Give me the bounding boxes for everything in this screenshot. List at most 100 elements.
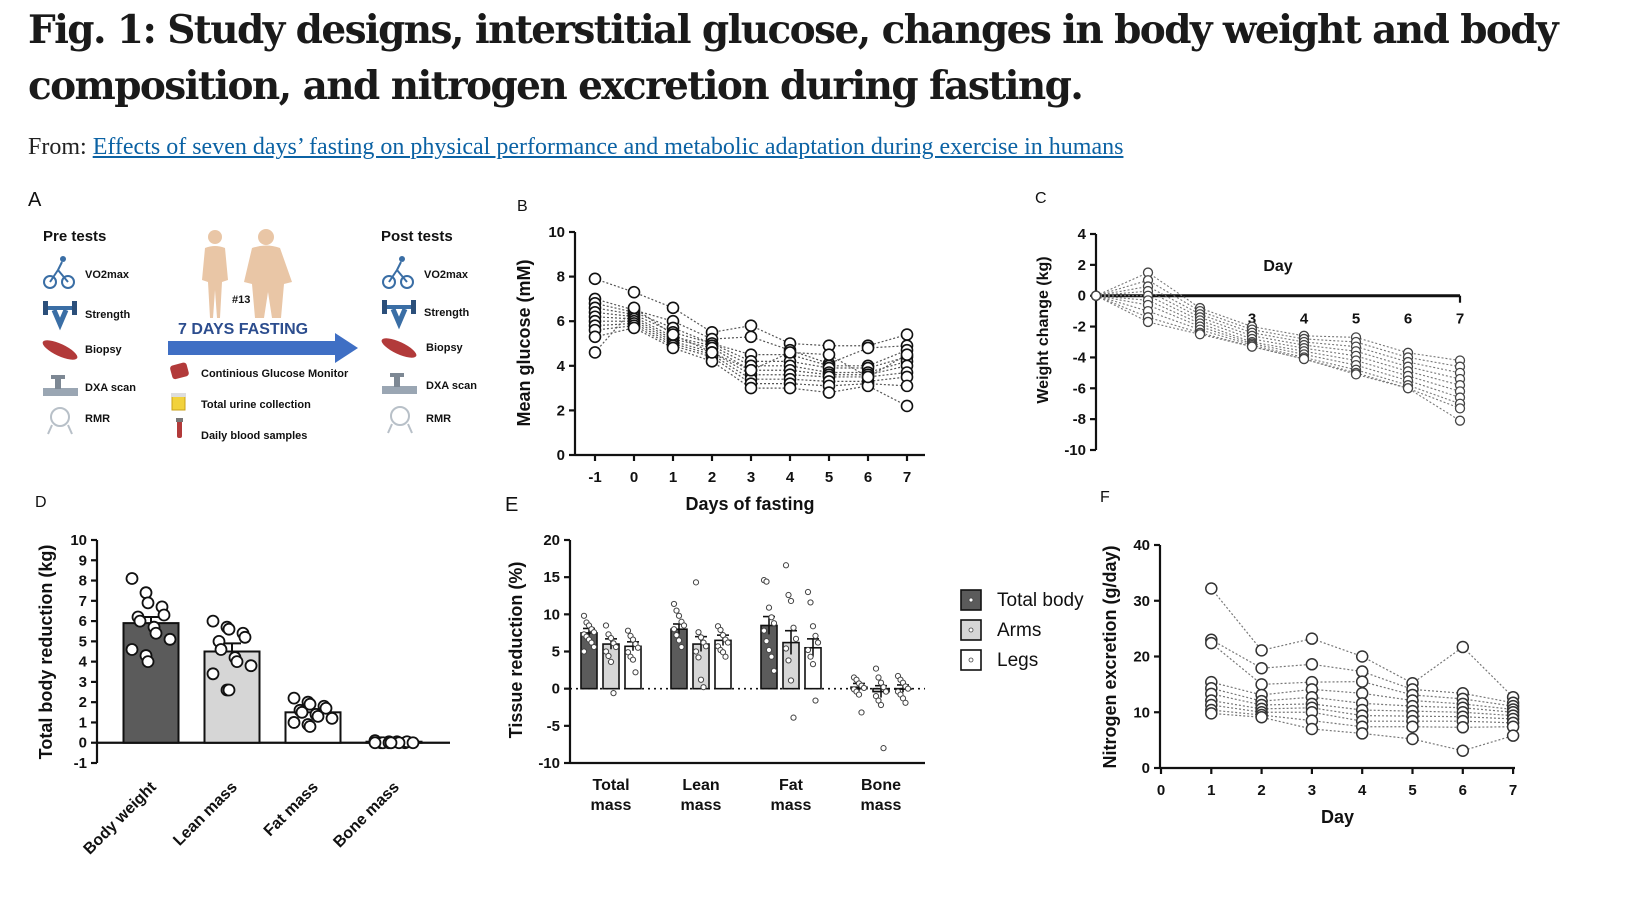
panel-b-point <box>783 346 797 359</box>
panel-e-point <box>602 648 610 655</box>
panel-e-point <box>899 695 907 702</box>
panel-e-point <box>634 644 642 651</box>
panel-e-point <box>765 604 773 611</box>
panel-f-point <box>1305 632 1319 645</box>
panel-e-point <box>680 622 688 629</box>
panel-b-point <box>666 301 680 315</box>
panel-b-x-tick-label: 5 <box>825 469 833 486</box>
source-line: From: Effects of seven days’ fasting on … <box>28 132 1123 162</box>
panel-e-point <box>763 578 770 585</box>
panel-f-point <box>1355 727 1369 740</box>
panel-d-y-tick-label: 8 <box>79 573 87 590</box>
panel-e-point <box>790 624 797 631</box>
article-link[interactable]: Effects of seven days’ fasting on physic… <box>92 134 1124 160</box>
post-test-strength: Strength <box>424 307 470 319</box>
panel-b-series-line <box>594 325 908 387</box>
panel-b-point <box>744 330 758 344</box>
panel-d-point <box>238 630 252 644</box>
female-body-icon <box>202 230 228 318</box>
panel-f-point <box>1205 707 1218 720</box>
panel-b-x-tick-label: 4 <box>786 469 795 486</box>
panel-e-y-tick-label: 5 <box>552 644 560 661</box>
panel-e-point <box>624 649 632 656</box>
panel-d-point <box>141 596 155 610</box>
panel-e-point <box>872 665 880 672</box>
panel-c-x-tick-label: 6 <box>1404 311 1412 328</box>
panel-f-x-tick-label: 5 <box>1408 782 1416 799</box>
panel-d-point <box>303 697 317 711</box>
panel-c-point <box>1142 316 1154 328</box>
panel-e-point <box>782 645 790 652</box>
panel-e-point <box>607 658 615 666</box>
panel-d-point <box>206 667 220 681</box>
panel-f-y-tick-label: 20 <box>1133 649 1150 666</box>
panel-f-point <box>1406 720 1419 733</box>
post-test-vo2max: VO2max <box>424 269 469 281</box>
panel-b-x-tick-label: -1 <box>588 469 601 486</box>
panel-c-point <box>1194 329 1206 340</box>
panel-e-point <box>605 652 612 660</box>
panel-f-y-tick-label: 40 <box>1133 537 1150 554</box>
panel-f-x-tick-label: 1 <box>1207 782 1215 799</box>
panel-b-point <box>705 346 719 359</box>
panel-c-point <box>1246 341 1258 352</box>
panel-e-y-tick-label: 10 <box>543 606 560 623</box>
panel-e-point <box>807 653 814 660</box>
panel-f-point <box>1305 722 1319 736</box>
panel-d-y-tick-label: 6 <box>79 613 87 630</box>
panel-b-point <box>744 363 758 377</box>
panel-d-point <box>311 709 325 723</box>
panel-b-point <box>666 328 680 341</box>
panel-e-category-label: mass <box>681 797 722 814</box>
panel-e-point <box>792 635 800 642</box>
panel-e-point <box>787 597 795 605</box>
panel-e-point <box>807 599 814 606</box>
panel-e-point <box>695 629 702 636</box>
panel-b-point <box>588 272 602 286</box>
panel-e-legend-label: Legs <box>997 650 1038 671</box>
monitor-cgm: Continious Glucose Monitor <box>201 368 349 380</box>
panel-e-point <box>875 697 882 704</box>
panel-d-y-tick-label: 0 <box>79 735 87 752</box>
panel-c-y-tick-label: -2 <box>1073 319 1086 336</box>
panel-e-point <box>610 690 617 697</box>
fasting-arrow <box>168 333 358 363</box>
panel-e-point <box>790 714 797 721</box>
panel-e-y-tick-label: 0 <box>552 681 560 698</box>
panel-e-category-label: Lean <box>682 777 719 794</box>
panel-e-y-tick-label: -10 <box>538 755 560 772</box>
panel-e-point <box>697 676 705 683</box>
panel-d-point <box>125 572 139 585</box>
panel-d-category-label: Bone mass <box>330 779 402 851</box>
panel-c-series-line <box>1095 290 1461 380</box>
panel-c-label: C <box>1035 190 1047 207</box>
panel-d-y-axis-title: Total body reduction (kg) <box>36 545 56 760</box>
panel-e-point <box>809 661 817 668</box>
panel-e-point <box>785 591 792 599</box>
panel-c-y-tick-label: 4 <box>1078 226 1087 243</box>
panel-e-point <box>590 643 598 651</box>
panel-e-point <box>588 639 595 646</box>
panel-c-y-tick-label: 0 <box>1078 288 1086 305</box>
panel-c-point <box>1298 353 1310 365</box>
monitor-blood: Daily blood samples <box>201 430 307 442</box>
rmr-mask-icon <box>47 407 73 435</box>
muscle-biopsy-icon <box>42 340 78 360</box>
figure-title: Fig. 1: Study designs, interstitial gluc… <box>28 7 1559 109</box>
pre-test-dxa: DXA scan <box>85 382 136 394</box>
panel-b-label: B <box>517 198 528 215</box>
panel-d-point <box>230 655 244 669</box>
panel-e-point <box>607 635 615 642</box>
panel-e-point <box>629 636 637 643</box>
panel-d-point <box>163 632 177 646</box>
panel-e-point <box>904 685 912 692</box>
panel-d-category-label: Lean mass <box>170 779 241 850</box>
panel-c-y-tick-label: 2 <box>1078 257 1086 274</box>
panel-e-point <box>724 639 732 646</box>
panel-e-point <box>785 657 792 664</box>
panel-e-point <box>675 637 683 644</box>
panel-e-point <box>882 688 890 695</box>
panel-e-point <box>872 693 880 700</box>
panel-d-point <box>384 736 398 750</box>
panel-e-point <box>673 607 680 614</box>
